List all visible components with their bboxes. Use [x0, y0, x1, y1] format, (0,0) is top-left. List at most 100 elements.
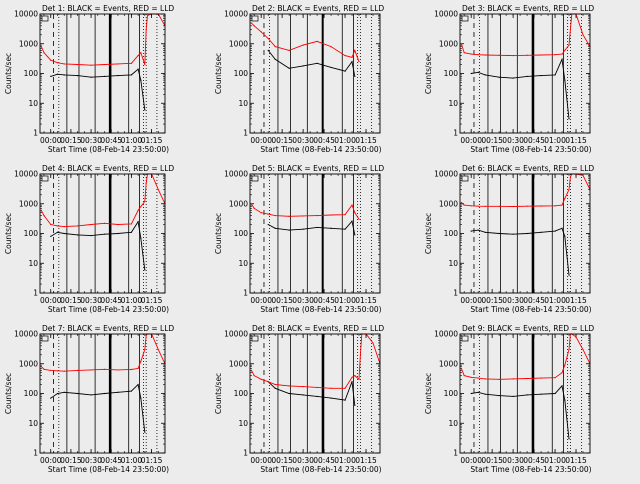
data-point-lld	[130, 368, 132, 371]
data-point-events	[354, 234, 356, 236]
data-point-lld	[103, 368, 106, 370]
panel-det-2: Det 2: BLACK = Events, RED = LLD Counts/s…	[214, 4, 384, 154]
y-tick-label: 1	[33, 129, 38, 138]
x-tick-label: 00:45	[523, 136, 545, 145]
data-point-lld	[568, 348, 570, 351]
x-tick-label: 00:30	[80, 456, 102, 465]
data-point-lld	[103, 222, 106, 224]
data-point-events	[564, 79, 566, 81]
data-point-lld	[564, 49, 566, 51]
data-point-events	[302, 394, 304, 396]
y-tick-label: 10000	[224, 170, 248, 179]
y-tick-label: 10	[238, 99, 248, 108]
data-point-events	[50, 397, 52, 399]
data-point-lld	[354, 212, 356, 214]
x-tick-label: 00:45	[100, 136, 122, 145]
series-lld-line	[40, 13, 166, 66]
data-point-events	[561, 227, 563, 229]
y-axis-label: Counts/sec	[424, 373, 433, 414]
marker-box	[251, 15, 259, 22]
y-tick-label: 100	[24, 389, 39, 398]
data-point-lld	[302, 386, 304, 388]
panel-det-1: Det 1: BLACK = Events, RED = LLD Counts/s…	[4, 4, 174, 154]
data-point-lld	[477, 54, 479, 56]
data-point-lld	[316, 40, 318, 42]
data-point-events	[140, 397, 142, 399]
data-point-lld	[260, 212, 262, 214]
y-axis-label: Counts/sec	[4, 53, 13, 94]
data-point-lld	[484, 205, 486, 207]
data-point-events	[50, 235, 52, 237]
data-point-lld	[288, 49, 290, 51]
data-point-events	[316, 226, 318, 229]
data-point-lld	[77, 63, 79, 66]
data-point-lld	[50, 369, 52, 371]
data-point-events	[351, 220, 353, 222]
x-axis-label: Start Time (08-Feb-14 23:50:00)	[260, 465, 381, 474]
data-point-lld	[157, 188, 159, 191]
x-tick-label: 00:30	[502, 296, 524, 305]
y-tick-label: 1	[453, 129, 458, 138]
data-point-lld	[137, 209, 139, 211]
data-point-lld	[358, 61, 360, 63]
data-point-lld	[540, 205, 542, 207]
data-point-lld	[554, 377, 556, 379]
data-point-events	[484, 231, 486, 233]
data-point-lld	[463, 374, 465, 377]
data-point-events	[140, 79, 142, 81]
data-point-events	[77, 392, 79, 395]
data-point-lld	[512, 54, 514, 57]
y-tick-label: 10000	[434, 330, 458, 339]
x-tick-label: 01:00	[334, 136, 356, 145]
data-point-lld	[146, 14, 149, 16]
data-point-lld	[90, 223, 92, 226]
data-point-events	[130, 231, 132, 233]
data-point-events	[477, 71, 479, 73]
y-tick-label: 1000	[229, 39, 248, 48]
x-tick-label: 00:15	[481, 296, 503, 305]
data-point-events	[90, 76, 92, 78]
data-point-events	[526, 394, 528, 396]
data-point-lld	[140, 360, 142, 362]
data-point-lld	[554, 205, 556, 207]
data-point-events	[137, 68, 139, 70]
data-point-events	[77, 74, 79, 77]
data-point-lld	[40, 46, 42, 48]
data-point-lld	[145, 28, 147, 31]
data-point-lld	[344, 387, 346, 389]
x-axis-label: Start Time (08-Feb-14 23:50:00)	[48, 305, 169, 314]
y-tick-label: 10	[28, 419, 38, 428]
panel-title: Det 4: BLACK = Events, RED = LLD	[42, 164, 174, 173]
data-point-events	[554, 230, 556, 232]
y-tick-label: 100	[444, 229, 459, 238]
data-point-lld	[316, 214, 318, 217]
y-tick-label: 100	[24, 69, 39, 78]
x-tick-label: 01:15	[355, 136, 377, 145]
data-point-lld	[330, 387, 332, 389]
data-point-events	[130, 74, 132, 76]
data-point-events	[130, 390, 132, 392]
panel-det-6: Det 6: BLACK = Events, RED = LLD Counts/s…	[424, 164, 594, 314]
data-point-lld	[568, 188, 570, 191]
data-point-lld	[354, 49, 356, 51]
data-point-lld	[561, 204, 563, 206]
data-point-events	[330, 66, 332, 69]
series-events-line	[471, 384, 570, 439]
data-point-lld	[117, 63, 119, 65]
data-point-lld	[250, 369, 252, 371]
x-tick-label: 01:00	[544, 136, 566, 145]
panel-title: Det 6: BLACK = Events, RED = LLD	[462, 164, 594, 173]
x-tick-label: 00:45	[313, 136, 335, 145]
data-point-lld	[330, 214, 332, 216]
y-tick-label: 1000	[19, 359, 38, 368]
data-point-lld	[351, 204, 353, 206]
data-point-events	[316, 395, 318, 397]
data-point-lld	[267, 381, 269, 383]
data-point-lld	[56, 225, 59, 227]
x-tick-label: 00:45	[100, 296, 122, 305]
x-tick-label: 01:15	[565, 456, 587, 465]
x-tick-label: 00:00	[40, 136, 62, 145]
x-tick-label: 00:45	[313, 296, 335, 305]
data-point-events	[267, 49, 269, 51]
series-events-line	[50, 68, 146, 110]
